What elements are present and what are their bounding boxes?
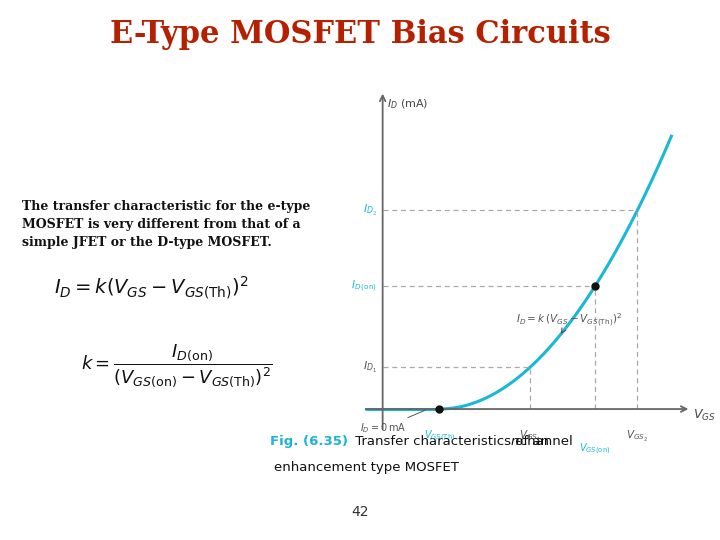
Text: The transfer characteristic for the e-type
MOSFET is very different from that of: The transfer characteristic for the e-ty… — [22, 200, 310, 249]
Text: $I_D = 0\,\mathrm{mA}$: $I_D = 0\,\mathrm{mA}$ — [359, 410, 426, 435]
Text: $I_{D_1}$: $I_{D_1}$ — [363, 360, 377, 375]
Text: 42: 42 — [351, 505, 369, 519]
Text: $V_{GS(\mathrm{on})}$: $V_{GS(\mathrm{on})}$ — [579, 442, 611, 457]
Text: $V_{GS_2}$: $V_{GS_2}$ — [626, 429, 649, 444]
Text: $V_{GS}$: $V_{GS}$ — [693, 408, 715, 423]
Text: Fig. (6.35): Fig. (6.35) — [270, 435, 348, 448]
Text: n: n — [510, 435, 519, 448]
Text: $I_D = k(V_{GS} - V_{GS(\mathrm{Th})})^2$: $I_D = k(V_{GS} - V_{GS(\mathrm{Th})})^2… — [55, 274, 249, 301]
Text: $I_D$ (mA): $I_D$ (mA) — [387, 97, 428, 111]
Text: $I_{D_2}$: $I_{D_2}$ — [363, 202, 377, 218]
Text: $k = \dfrac{I_{D(\mathrm{on})}}{(V_{GS(\mathrm{on})} - V_{GS(\mathrm{Th})})^2}$: $k = \dfrac{I_{D(\mathrm{on})}}{(V_{GS(\… — [81, 342, 272, 389]
Text: enhancement type MOSFET: enhancement type MOSFET — [274, 461, 459, 474]
Text: $I_{D\,(\mathrm{on})}$: $I_{D\,(\mathrm{on})}$ — [351, 279, 377, 294]
Text: $I_D = k\,(V_{GS} - V_{GS(\mathrm{Th})})^2$: $I_D = k\,(V_{GS} - V_{GS(\mathrm{Th})})… — [516, 312, 622, 333]
Text: $V_{GS(\mathrm{Th})}$: $V_{GS(\mathrm{Th})}$ — [423, 429, 455, 444]
Text: E-Type MOSFET Bias Circuits: E-Type MOSFET Bias Circuits — [109, 19, 611, 50]
Text: $V_{GS_1}$: $V_{GS_1}$ — [519, 429, 541, 444]
Text: -channel: -channel — [516, 435, 573, 448]
Text: Transfer characteristics of an: Transfer characteristics of an — [351, 435, 553, 448]
